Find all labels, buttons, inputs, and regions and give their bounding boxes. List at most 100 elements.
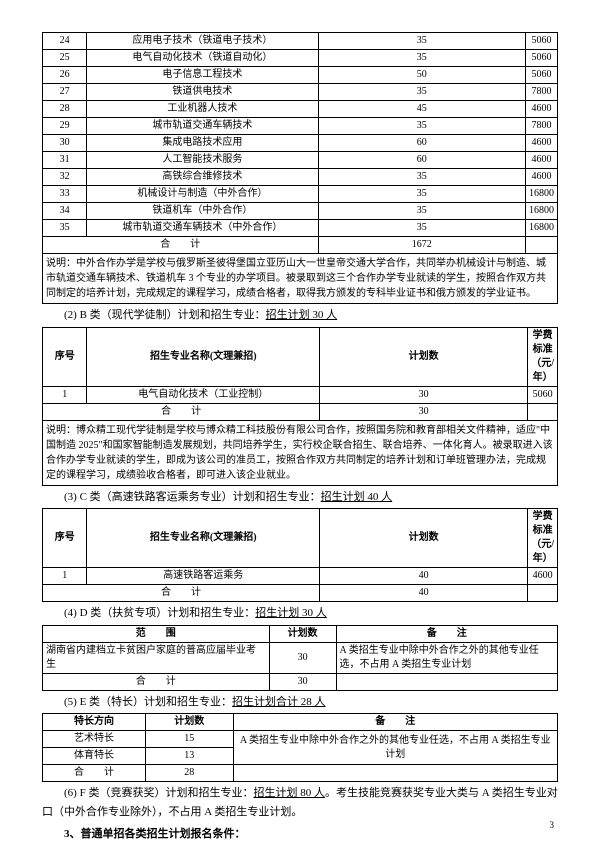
- cell: 合 计: [43, 237, 319, 254]
- cell: 艺术特长: [43, 731, 146, 748]
- cell: 28: [146, 765, 234, 782]
- cell: A 类招生专业中除中外合作之外的其他专业任选，不占用 A 类招生专业计划: [233, 731, 557, 765]
- cell: 35: [318, 118, 525, 135]
- cell: 33: [43, 186, 87, 203]
- header-cell: 序号: [43, 327, 87, 386]
- cell: 60: [318, 152, 525, 169]
- cell: 35: [318, 186, 525, 203]
- section-f-label: (6) F 类（竞赛获奖）计划和招生专业：: [64, 787, 253, 799]
- cell: 40: [319, 568, 527, 585]
- cell: 30: [320, 403, 528, 420]
- section-f-plan: 招生计划 80 人: [253, 787, 325, 799]
- header-cell: 范 围: [43, 625, 270, 642]
- cell: 1: [43, 568, 87, 585]
- cell: 体育特长: [43, 748, 146, 765]
- cell: 铁道机车（中外合作）: [87, 203, 318, 220]
- cell: 32: [43, 169, 87, 186]
- page-number: 3: [550, 820, 555, 830]
- cell: 35: [318, 33, 525, 50]
- cell: 16800: [525, 203, 557, 220]
- cell: 1: [43, 386, 87, 403]
- cell: 35: [318, 50, 525, 67]
- section-e-plan: 招生计划合计 28 人: [232, 696, 326, 708]
- cell: 24: [43, 33, 87, 50]
- cell: 4600: [525, 152, 557, 169]
- cell: 28: [43, 101, 87, 118]
- header-cell: 计划数: [146, 714, 234, 731]
- section-c-title: (3) C 类（高速铁路客运乘务专业）计划和招生专业：招生计划 40 人: [42, 489, 558, 507]
- section-f-text: (6) F 类（竞赛获奖）计划和招生专业：招生计划 80 人。考生技能竞赛获奖专…: [42, 784, 558, 821]
- cell: 50: [318, 67, 525, 84]
- cell: 31: [43, 152, 87, 169]
- cell: 城市轨道交通车辆技术（中外合作）: [87, 220, 318, 237]
- header-cell: 招生专业名称(文理兼招): [87, 509, 320, 568]
- cell: 4600: [528, 568, 558, 585]
- cell: 机械设计与制造（中外合作）: [87, 186, 318, 203]
- header-cell: 计划数: [320, 327, 528, 386]
- table-a: 24应用电子技术（铁道电子技术）35506025电气自动化技术（铁道自动化）35…: [42, 32, 558, 304]
- cell: [336, 673, 557, 690]
- header-cell: 招生专业名称(文理兼招): [87, 327, 320, 386]
- cell: 合 计: [43, 673, 270, 690]
- sub-heading-3: 3、普通单招各类招生计划报名条件：: [42, 825, 558, 844]
- cell: 电子信息工程技术: [87, 67, 318, 84]
- cell: A 类招生专业中除中外合作之外的其他专业任选，不占用 A 类招生专业计划: [336, 642, 557, 673]
- cell: 30: [269, 673, 336, 690]
- cell: 城市轨道交通车辆技术: [87, 118, 318, 135]
- cell: 35: [318, 169, 525, 186]
- section-e-title: (5) E 类（特长）计划和招生专业：招生计划合计 28 人: [42, 694, 558, 712]
- cell: 45: [318, 101, 525, 118]
- cell: 40: [319, 585, 527, 602]
- header-cell: 备 注: [233, 714, 557, 731]
- cell: 4600: [525, 101, 557, 118]
- note-cell: 说明：博众精工现代学徒制是学校与博众精工科技股份有限公司合作，按照国务院和教育部…: [43, 420, 558, 485]
- cell: 15: [146, 731, 234, 748]
- section-d-title: (4) D 类（扶贫专项）计划和招生专业：招生计划 30 人: [42, 605, 558, 623]
- cell: 应用电子技术（铁道电子技术）: [87, 33, 318, 50]
- cell: 合 计: [43, 403, 320, 420]
- table-d: 范 围计划数备 注 湖南省内建档立卡贫困户家庭的普高应届毕业考生30A 类招生专…: [42, 625, 558, 691]
- cell: [233, 765, 557, 782]
- cell: 25: [43, 50, 87, 67]
- cell: 合 计: [43, 585, 320, 602]
- cell: 16800: [525, 186, 557, 203]
- header-cell: 学费标准（元/年）: [528, 509, 558, 568]
- header-cell: 特长方向: [43, 714, 146, 731]
- cell: 30: [320, 386, 528, 403]
- cell: 集成电路技术应用: [87, 135, 318, 152]
- header-cell: 学费标准（元/年）: [528, 327, 558, 386]
- cell: 26: [43, 67, 87, 84]
- header-cell: 计划数: [319, 509, 527, 568]
- table-c: 序号招生专业名称(文理兼招)计划数学费标准（元/年） 1高速铁路客运乘务4046…: [42, 508, 558, 602]
- header-cell: 计划数: [269, 625, 336, 642]
- cell: 7800: [525, 118, 557, 135]
- cell: 30: [269, 642, 336, 673]
- cell: 合 计: [43, 765, 146, 782]
- cell: 高速铁路客运乘务: [87, 568, 320, 585]
- cell: 4600: [525, 135, 557, 152]
- cell: 电气自动化技术（铁道自动化）: [87, 50, 318, 67]
- cell: 高铁综合维修技术: [87, 169, 318, 186]
- header-cell: 序号: [43, 509, 87, 568]
- table-e: 特长方向计划数备 注 艺术特长15A 类招生专业中除中外合作之外的其他专业任选，…: [42, 713, 558, 782]
- cell: 4600: [525, 169, 557, 186]
- cell: 铁道供电技术: [87, 84, 318, 101]
- section-b-title: (2) B 类（现代学徒制）计划和招生专业：招生计划 30 人: [42, 307, 558, 325]
- cell: [528, 585, 558, 602]
- cell: 5060: [528, 386, 558, 403]
- section-b-plan: 招生计划 30 人: [266, 309, 338, 321]
- cell: 1672: [318, 237, 525, 254]
- cell: 34: [43, 203, 87, 220]
- header-cell: 备 注: [336, 625, 557, 642]
- section-c-label: (3) C 类（高速铁路客运乘务专业）计划和招生专业：: [64, 491, 321, 503]
- cell: 29: [43, 118, 87, 135]
- cell: 人工智能技术服务: [87, 152, 318, 169]
- cell: [528, 403, 558, 420]
- cell: 35: [43, 220, 87, 237]
- cell: 工业机器人技术: [87, 101, 318, 118]
- cell: 13: [146, 748, 234, 765]
- cell: 16800: [525, 220, 557, 237]
- note-cell: 说明：中外合作办学是学校与俄罗斯圣彼得堡国立亚历山大一世皇帝交通大学合作，共同举…: [43, 254, 558, 304]
- cell: 35: [318, 220, 525, 237]
- section-d-plan: 招生计划 30 人: [255, 607, 327, 619]
